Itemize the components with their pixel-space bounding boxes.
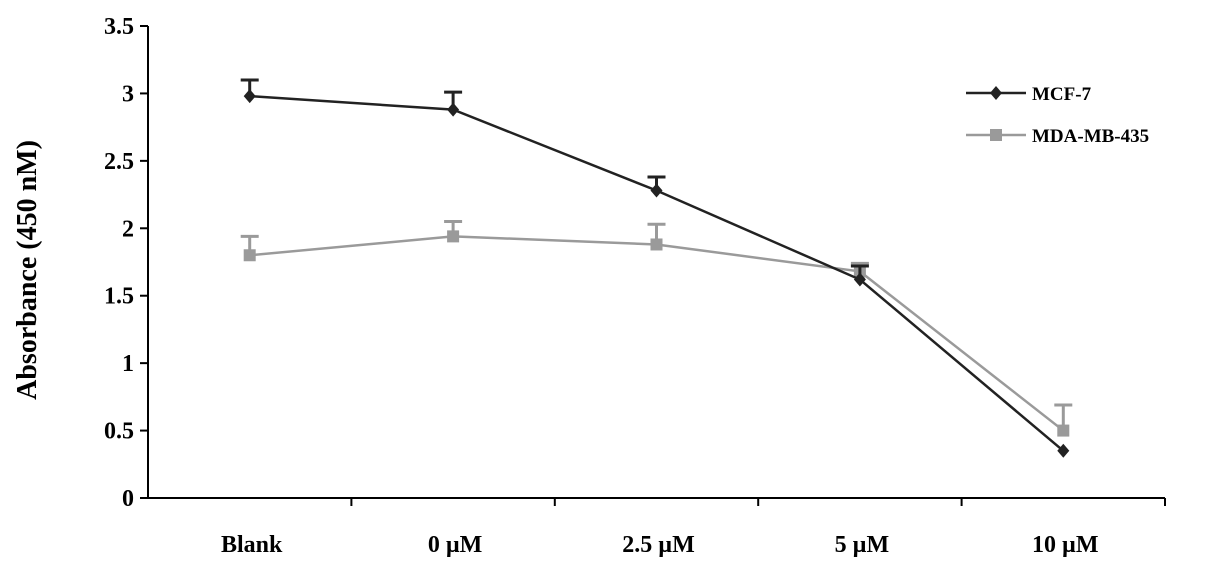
data-point: [243, 89, 256, 104]
x-tick-label: 5 µM: [835, 532, 889, 558]
y-ticks: 0 0.5 1 1.5 2 2.5 3 3.5: [104, 14, 148, 512]
x-tick-label: Blank: [221, 532, 283, 558]
legend-item: MDA-MB-435: [966, 126, 1149, 147]
y-tick-label: 2.5: [104, 149, 134, 175]
data-point: [650, 238, 663, 251]
data-point: [650, 183, 663, 198]
data-point: [447, 102, 460, 117]
y-axis-title: Absorbance (450 nM): [12, 140, 43, 400]
legend: MCF-7 MDA-MB-435: [966, 84, 1149, 147]
legend-marker: [990, 129, 1002, 141]
data-point: [1057, 424, 1070, 437]
series-line: [249, 235, 1065, 432]
legend-label: MDA-MB-435: [1032, 126, 1149, 147]
y-tick-label: 3: [122, 81, 134, 107]
data-point: [243, 249, 256, 262]
y-tick-label: 0.5: [104, 419, 134, 445]
series-mda-mb-435: [240, 220, 1073, 437]
legend-label: MCF-7: [1032, 84, 1092, 105]
x-ticks: Blank 0 µM 2.5 µM 5 µM 10 µM: [221, 498, 1166, 558]
y-tick-label: 0: [122, 486, 134, 512]
series-mcf-7: [240, 78, 1070, 458]
legend-item: MCF-7: [966, 84, 1092, 105]
data-point: [853, 272, 866, 287]
x-tick-label: 10 µM: [1032, 532, 1098, 558]
x-tick-label: 0 µM: [428, 532, 482, 558]
series-layer: [240, 78, 1073, 458]
data-point: [1057, 443, 1070, 458]
data-point: [447, 230, 460, 243]
x-tick-label: 2.5 µM: [622, 532, 694, 558]
y-tick-label: 2: [122, 216, 134, 242]
axes: [147, 26, 1165, 499]
y-tick-label: 1.5: [104, 284, 134, 310]
y-tick-label: 1: [122, 351, 134, 377]
series-line: [249, 94, 1065, 452]
y-tick-label: 3.5: [104, 14, 134, 40]
legend-marker: [990, 86, 1002, 100]
